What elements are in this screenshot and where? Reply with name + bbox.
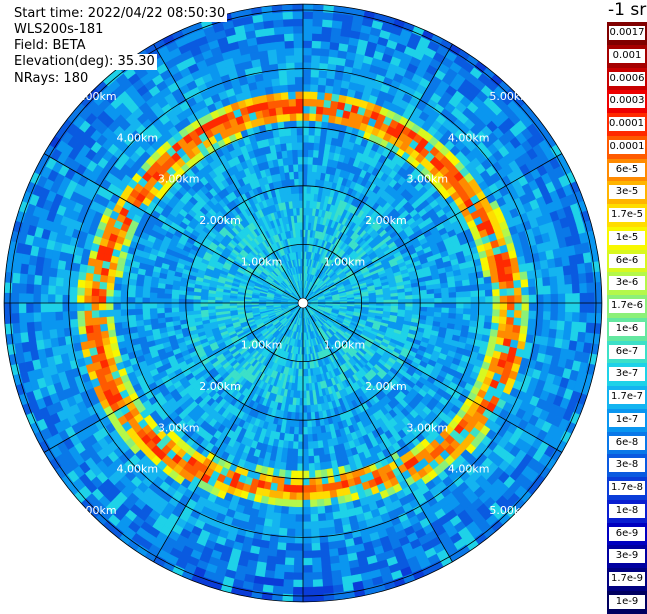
colorbar-swatch: 6e-5	[607, 158, 647, 182]
colorbar-swatch: 0.0001	[607, 135, 647, 159]
colorbar-tick-label: 3e-6	[609, 276, 645, 291]
colorbar-tick-label: 6e-9	[609, 526, 645, 541]
colorbar-swatch: 1.7e-7	[607, 386, 647, 409]
range-ring-label: 5.00km	[75, 90, 117, 103]
range-ring-label: 3.00km	[158, 173, 200, 186]
colorbar-swatch: 1.7e-6	[607, 295, 647, 318]
colorbar-tick-label: 6e-7	[609, 344, 645, 359]
colorbar-swatch: 0.0006	[607, 67, 647, 91]
colorbar-tick-label: 3e-7	[609, 367, 645, 382]
range-labels: 1.00km 1.00km 1.00km 1.00km 2.00km 2.00km 2.00…	[75, 90, 531, 517]
colorbar-tick-label: 1e-9	[609, 594, 645, 609]
colorbar-swatch: 1e-7	[607, 408, 647, 432]
colorbar-swatch: 0.0003	[607, 90, 647, 113]
colorbar-tick-label: 1e-8	[609, 503, 645, 518]
start-time-label: Start time: 2022/04/22 08:50:30	[12, 6, 228, 22]
range-ring-label: 4.00km	[117, 463, 159, 476]
beta-field-cells	[3, 3, 603, 603]
range-ring-label: 2.00km	[365, 214, 407, 227]
colorbar-tick-label: 6e-5	[609, 162, 645, 177]
range-ring-label: 4.00km	[448, 463, 490, 476]
azimuth-spoke	[44, 153, 304, 304]
azimuth-spoke	[153, 302, 304, 562]
range-grid	[3, 3, 603, 603]
colorbar-swatch: 1e-5	[607, 226, 647, 250]
colorbar-swatch: 1e-9	[607, 590, 647, 614]
azimuth-spoke	[153, 44, 304, 304]
colorbar-tick-label: 1.7e-8	[609, 481, 645, 495]
colorbar-tick-label: 1e-7	[609, 412, 645, 427]
instrument-location-marker	[297, 297, 309, 309]
colorbar-tick-label: 1.7e-9	[609, 572, 645, 586]
range-ring-label: 5.00km	[489, 90, 531, 103]
colorbar-swatch: 6e-7	[607, 340, 647, 364]
colorbar-swatch: 6e-8	[607, 431, 647, 455]
colorbar-swatch: 0.001	[607, 44, 647, 68]
colorbar-tick-label: 1e-5	[609, 230, 645, 245]
colorbar-tick-label: 3e-9	[609, 549, 645, 564]
colorbar-swatch: 1e-8	[607, 499, 647, 523]
colorbar-tick-label: 0.0006	[609, 71, 645, 86]
range-ring-label: 1.00km	[324, 338, 366, 351]
colorbar-tick-label: 0.0001	[609, 139, 645, 154]
colorbar-tick-label: 0.00017	[609, 117, 645, 131]
azimuth-spoke	[302, 302, 562, 453]
range-ring-label: 2.00km	[199, 380, 241, 393]
nrays-label: NRays: 180	[12, 71, 91, 87]
azimuth-spoke	[302, 302, 453, 562]
colorbar-tick-label: 0.0017	[609, 26, 645, 40]
colorbar-tick-label: 3e-8	[609, 458, 645, 473]
range-ring-label: 3.00km	[407, 173, 449, 186]
azimuth-spoke	[302, 44, 453, 304]
range-ring-label: 4.00km	[117, 131, 159, 144]
range-ring-label: 1.00km	[241, 338, 283, 351]
range-ring-label: 5.00km	[489, 504, 531, 517]
instrument-label: WLS200s-181	[12, 22, 106, 38]
colorbar-tick-label: 1e-6	[609, 321, 645, 336]
range-ring-label: 3.00km	[407, 421, 449, 434]
colorbar-tick-label: 1.7e-5	[609, 208, 645, 222]
colorbar-swatch: 3e-8	[607, 454, 647, 477]
colorbar-tick-label: 6e-8	[609, 435, 645, 450]
azimuth-spoke	[44, 302, 304, 453]
azimuth-spoke	[302, 153, 562, 304]
colorbar-swatch: 1.7e-9	[607, 568, 647, 591]
colorbar-swatch: 3e-7	[607, 363, 647, 386]
range-ring-label: 2.00km	[365, 380, 407, 393]
colorbar-swatch: 1.7e-8	[607, 477, 647, 500]
range-ring-label: 4.00km	[448, 131, 490, 144]
colorbar-swatch: 3e-5	[607, 181, 647, 204]
range-ring-label: 5.00km	[75, 504, 117, 517]
colorbar-title: -1 sr	[608, 0, 647, 20]
range-ring-label: 1.00km	[241, 256, 283, 269]
range-ring-label: 3.00km	[158, 421, 200, 434]
colorbar-swatch: 0.00017	[607, 113, 647, 136]
colorbar-swatch: 6e-9	[607, 522, 647, 546]
field-label: Field: BETA	[12, 38, 88, 54]
colorbar-swatch: 1e-6	[607, 317, 647, 341]
elevation-label: Elevation(deg): 35.30	[12, 54, 157, 70]
range-ring-label: 2.00km	[199, 214, 241, 227]
colorbar-tick-label: 6e-6	[609, 253, 645, 268]
colorbar-swatch: 6e-6	[607, 249, 647, 273]
colorbar-tick-label: 0.0003	[609, 94, 645, 109]
colorbar-tick-label: 1.7e-7	[609, 390, 645, 404]
colorbar-tick-label: 0.001	[609, 48, 645, 63]
colorbar-tick-label: 3e-5	[609, 185, 645, 200]
colorbar: 0.0017 0.001 0.0006 0.0003 0.00017 0.0001 6e-5…	[607, 22, 647, 614]
range-ring-label: 1.00km	[324, 256, 366, 269]
colorbar-swatch: 1.7e-5	[607, 204, 647, 227]
colorbar-swatch: 0.0017	[607, 22, 647, 45]
colorbar-swatch: 3e-9	[607, 545, 647, 568]
colorbar-tick-label: 1.7e-6	[609, 299, 645, 313]
colorbar-swatch: 3e-6	[607, 272, 647, 295]
